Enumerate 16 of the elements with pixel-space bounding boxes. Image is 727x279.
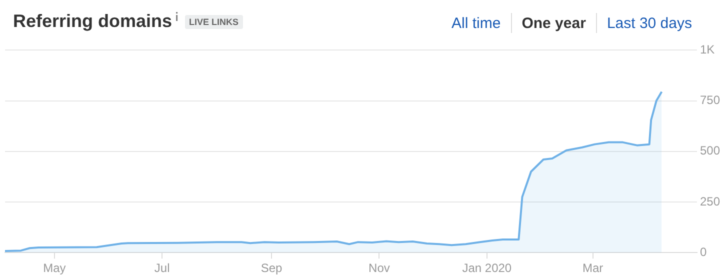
x-tick-label: Mar bbox=[582, 261, 604, 276]
x-tick-label: May bbox=[43, 261, 66, 276]
x-tick-label: Jan 2020 bbox=[462, 261, 512, 276]
text: All time bbox=[452, 14, 501, 32]
text: One year bbox=[522, 14, 586, 32]
y-tick-label: 500 bbox=[700, 144, 720, 158]
text: Last 30 days bbox=[606, 14, 692, 32]
y-tick-label: 250 bbox=[700, 194, 720, 208]
x-tick-label: Sep bbox=[260, 261, 283, 276]
x-tick-label: Nov bbox=[368, 261, 390, 276]
y-tick-label: 0 bbox=[700, 244, 707, 259]
chart-subtitle: LIVE LINKS bbox=[185, 14, 243, 28]
y-tick-label: 750 bbox=[700, 93, 720, 108]
chart-title: Referring domains bbox=[13, 11, 172, 32]
x-tick-label: Jul bbox=[154, 261, 170, 276]
y-tick-label: 1K bbox=[700, 42, 715, 57]
